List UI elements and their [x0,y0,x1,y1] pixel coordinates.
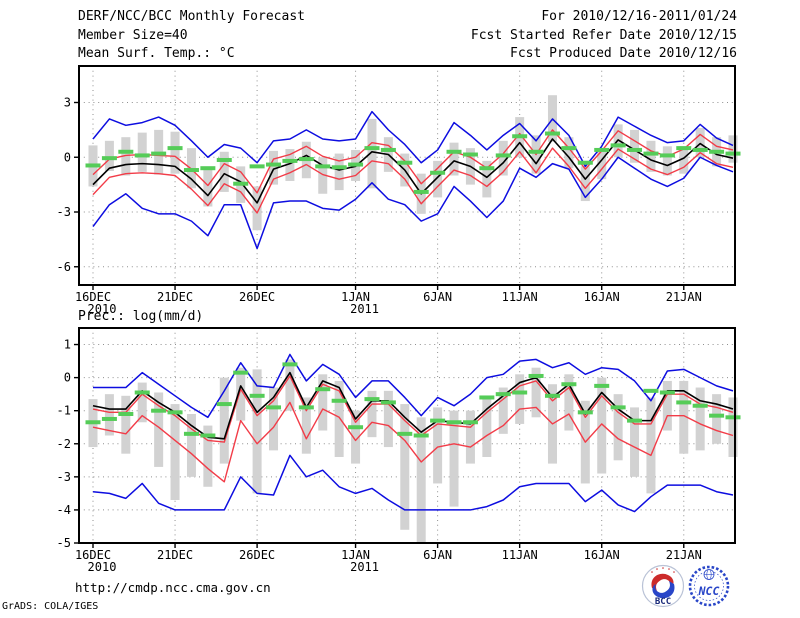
svg-text:16DEC: 16DEC [75,548,111,562]
svg-text:3: 3 [64,96,71,110]
svg-text:0: 0 [64,150,71,164]
svg-text:21DEC: 21DEC [157,290,193,304]
ncc-logo: NCC [688,565,730,607]
svg-text:6JAN: 6JAN [423,290,452,304]
source-url: http://cmdp.ncc.cma.gov.cn [75,580,271,595]
svg-text:-2: -2 [57,437,71,451]
ncc-logo-text: NCC [698,584,720,598]
temp-panel-title: Mean Surf. Temp.: °C [78,46,235,61]
grads-credit: GrADS: COLA/IGES [2,601,99,612]
svg-text:16DEC: 16DEC [75,290,111,304]
page-title: DERF/NCC/BCC Monthly Forecast [78,9,305,24]
svg-text:0: 0 [64,371,71,385]
fcst-started-label: Fcst Started Refer Date 2010/12/15 [470,28,737,43]
svg-text:11JAN: 11JAN [502,290,538,304]
svg-text:16JAN: 16JAN [584,548,620,562]
svg-text:21DEC: 21DEC [157,548,193,562]
svg-text:-1: -1 [57,404,71,418]
svg-text:26DEC: 26DEC [239,548,275,562]
forecast-range-label: For 2010/12/16-2011/01/24 [541,9,737,24]
bcc-swirl-red-icon [651,573,674,591]
svg-text:2011: 2011 [350,560,379,574]
svg-text:-6: -6 [57,260,71,274]
bcc-logo-text: BCC [655,597,671,607]
svg-text:2010: 2010 [88,302,117,316]
svg-text:2010: 2010 [88,560,117,574]
svg-text:26DEC: 26DEC [239,290,275,304]
svg-text:-3: -3 [57,470,71,484]
svg-text:1JAN: 1JAN [341,548,370,562]
svg-text:-4: -4 [57,503,71,517]
svg-text:2011: 2011 [350,302,379,316]
svg-text:-3: -3 [57,205,71,219]
bcc-logo: BCC [641,564,685,608]
svg-text:11JAN: 11JAN [502,548,538,562]
member-size-label: Member Size=40 [78,28,188,43]
svg-text:1JAN: 1JAN [341,290,370,304]
svg-text:-5: -5 [57,536,71,550]
svg-text:6JAN: 6JAN [423,548,452,562]
svg-text:16JAN: 16JAN [584,290,620,304]
svg-text:21JAN: 21JAN [666,290,702,304]
prec-panel-title: Prec.: log(mm/d) [78,309,204,324]
bcc-swirl-blue-icon [652,581,675,599]
fcst-produced-label: Fcst Produced Date 2010/12/16 [510,46,737,61]
svg-text:1: 1 [64,338,71,352]
svg-text:21JAN: 21JAN [666,548,702,562]
